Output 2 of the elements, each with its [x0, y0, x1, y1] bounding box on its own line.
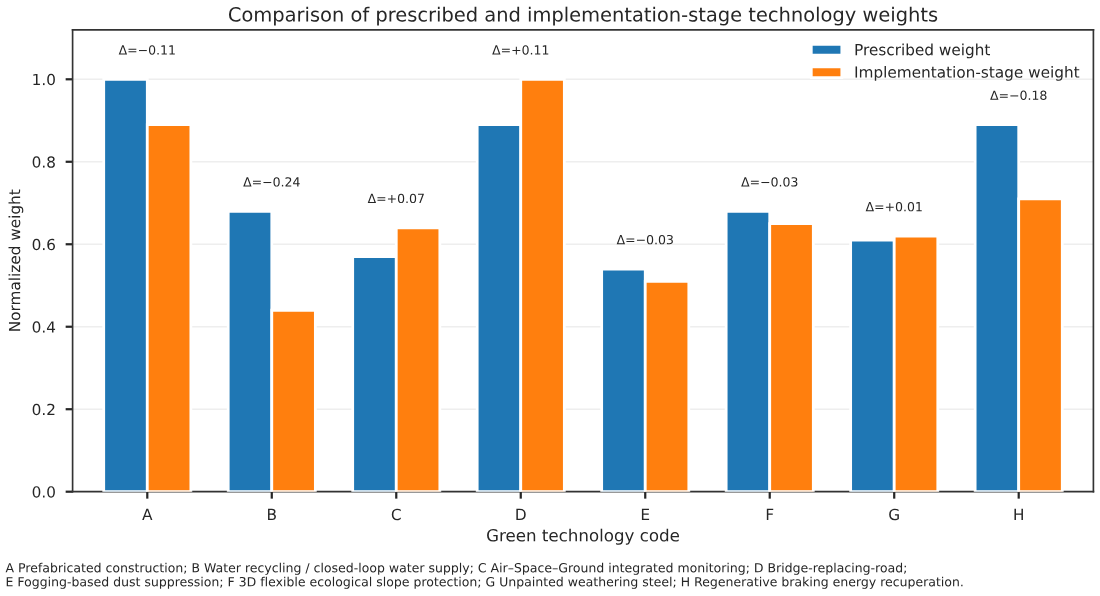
- chart-title: Comparison of prescribed and implementation-stage technology weights: [228, 6, 938, 26]
- x-axis-title: Green technology code: [487, 528, 680, 545]
